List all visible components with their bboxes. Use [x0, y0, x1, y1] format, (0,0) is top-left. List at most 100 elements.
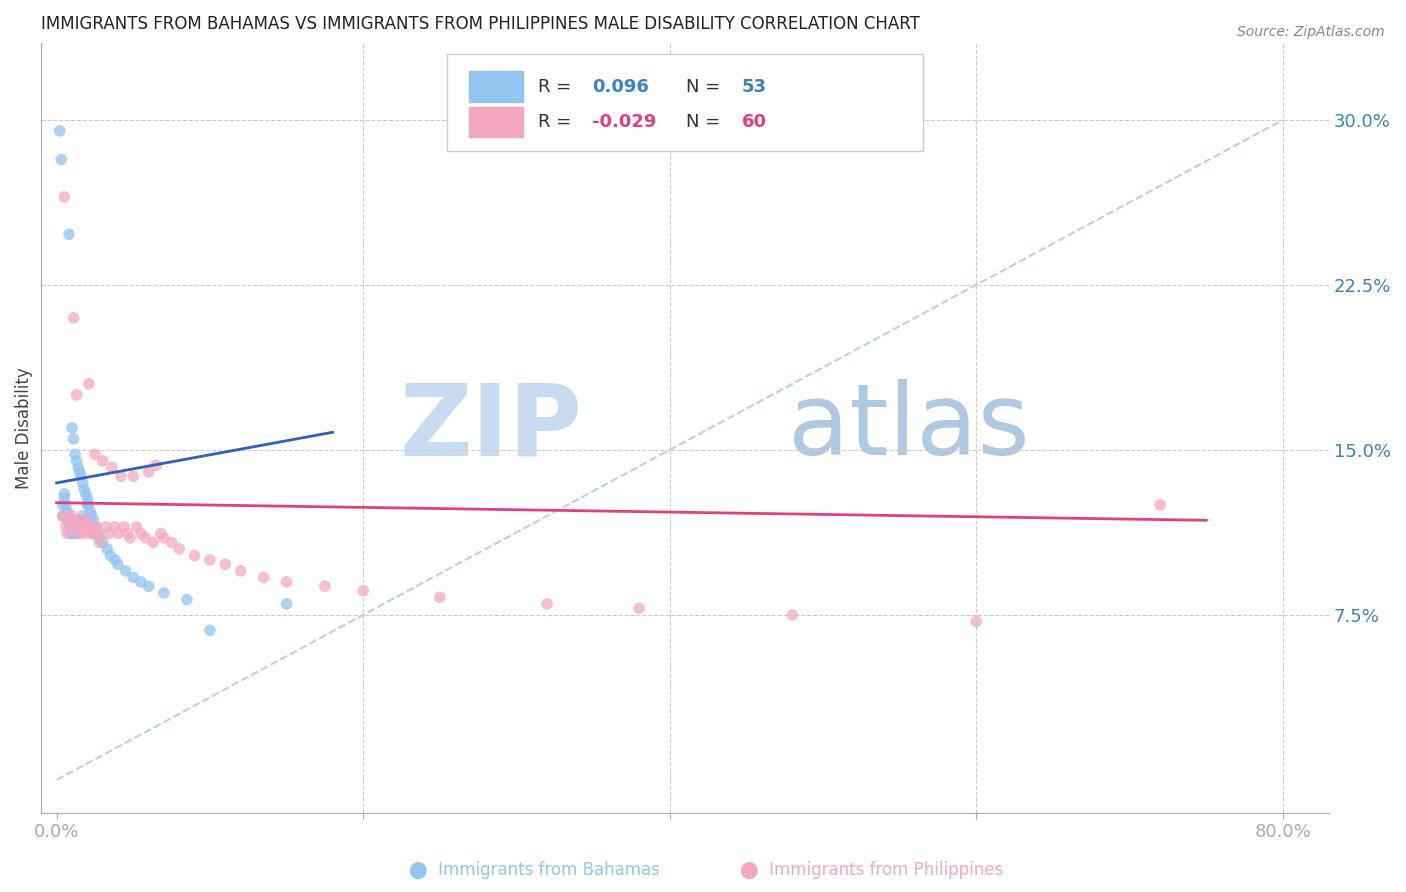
Point	[104, 520, 127, 534]
Point	[77, 376, 100, 391]
Point	[60, 513, 83, 527]
Point	[276, 574, 298, 589]
Point	[79, 526, 101, 541]
Point	[52, 508, 75, 523]
Point	[183, 549, 205, 563]
Point	[80, 520, 103, 534]
Point	[153, 586, 176, 600]
Point	[138, 579, 160, 593]
Point	[89, 535, 111, 549]
Point	[96, 541, 118, 556]
Point	[63, 513, 86, 527]
Text: IMMIGRANTS FROM BAHAMAS VS IMMIGRANTS FROM PHILIPPINES MALE DISABILITY CORRELATI: IMMIGRANTS FROM BAHAMAS VS IMMIGRANTS FR…	[41, 15, 920, 33]
Point	[56, 504, 79, 518]
FancyBboxPatch shape	[447, 54, 924, 151]
Point	[62, 310, 84, 325]
Y-axis label: Male Disability: Male Disability	[15, 367, 32, 489]
Point	[214, 558, 236, 572]
Text: N =: N =	[686, 78, 727, 95]
Bar	[468, 107, 523, 137]
Point	[276, 597, 298, 611]
Point	[97, 526, 120, 541]
Point	[69, 520, 91, 534]
Text: atlas: atlas	[787, 379, 1029, 476]
Point	[63, 447, 86, 461]
Point	[58, 227, 80, 242]
Point	[73, 483, 96, 497]
Point	[314, 579, 336, 593]
Point	[91, 454, 114, 468]
Point	[86, 520, 108, 534]
Point	[79, 504, 101, 518]
Point	[53, 487, 76, 501]
Point	[53, 190, 76, 204]
Point	[76, 491, 98, 506]
Point	[965, 615, 987, 629]
Point	[70, 513, 93, 527]
Point	[62, 432, 84, 446]
Point	[59, 526, 82, 541]
Point	[229, 564, 252, 578]
Point	[58, 513, 80, 527]
Point	[129, 574, 152, 589]
Point	[429, 591, 451, 605]
Point	[52, 498, 75, 512]
Point	[70, 469, 93, 483]
Point	[73, 526, 96, 541]
Text: ⬤  Immigrants from Philippines: ⬤ Immigrants from Philippines	[740, 861, 1004, 879]
Point	[63, 520, 86, 534]
Point	[82, 513, 104, 527]
Point	[98, 549, 121, 563]
Point	[67, 520, 90, 534]
Point	[76, 498, 98, 512]
Point	[101, 460, 124, 475]
Point	[120, 531, 142, 545]
Point	[135, 531, 157, 545]
Point	[122, 570, 145, 584]
Point	[76, 520, 98, 534]
Text: ZIP: ZIP	[399, 379, 582, 476]
Point	[55, 498, 77, 512]
Point	[110, 469, 132, 483]
Point	[51, 153, 73, 167]
Point	[145, 458, 167, 473]
Point	[107, 526, 129, 541]
Point	[176, 592, 198, 607]
Text: Source: ZipAtlas.com: Source: ZipAtlas.com	[1237, 25, 1385, 39]
Text: ⬤  Immigrants from Bahamas: ⬤ Immigrants from Bahamas	[409, 861, 659, 879]
Point	[628, 601, 651, 615]
Text: R =: R =	[538, 78, 578, 95]
Point	[149, 526, 172, 541]
Point	[72, 520, 94, 534]
Point	[48, 124, 70, 138]
Point	[84, 520, 107, 534]
Point	[62, 526, 84, 541]
Point	[352, 583, 374, 598]
Point	[87, 526, 110, 541]
Point	[60, 421, 83, 435]
Point	[52, 508, 75, 523]
Point	[73, 513, 96, 527]
Point	[65, 454, 87, 468]
Point	[56, 513, 79, 527]
Point	[122, 469, 145, 483]
Point	[94, 520, 117, 534]
Text: 60: 60	[742, 113, 766, 131]
Point	[77, 498, 100, 512]
Text: N =: N =	[686, 113, 727, 131]
Point	[60, 508, 83, 523]
Point	[198, 553, 221, 567]
Point	[70, 513, 93, 527]
Point	[84, 447, 107, 461]
Point	[115, 526, 138, 541]
Point	[153, 531, 176, 545]
Point	[67, 460, 90, 475]
Point	[198, 624, 221, 638]
Point	[160, 535, 183, 549]
Text: 0.096: 0.096	[592, 78, 650, 95]
Point	[129, 526, 152, 541]
Point	[59, 520, 82, 534]
Point	[67, 513, 90, 527]
Point	[252, 570, 274, 584]
Point	[59, 520, 82, 534]
